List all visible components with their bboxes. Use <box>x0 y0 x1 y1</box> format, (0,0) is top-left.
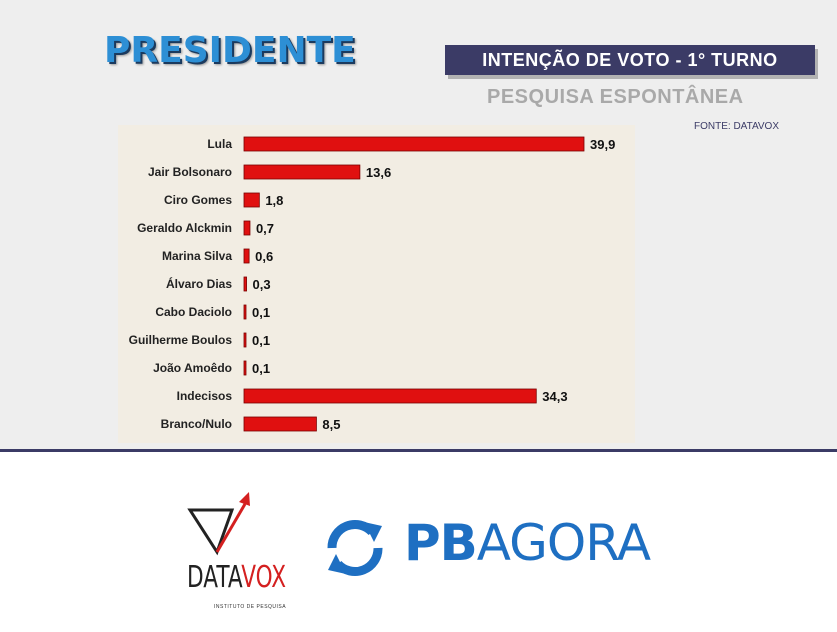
bar <box>243 332 247 348</box>
datavox-logo-mark <box>187 492 250 556</box>
data-label: 0,6 <box>255 249 273 264</box>
data-label: 39,9 <box>590 137 615 152</box>
refresh-icon <box>327 520 383 576</box>
subtitle: PESQUISA ESPONTÂNEA <box>487 86 744 108</box>
data-label: 34,3 <box>542 389 567 404</box>
pbagora-wordmark: PBAGORA <box>404 514 651 572</box>
category-label: Cabo Daciolo <box>155 305 232 319</box>
datavox-wordmark: DATAVOX <box>187 560 286 595</box>
chart-svg: Lula 39,9 Jair Bolsonaro 13,6 Ciro Gomes 1,8 G… <box>129 136 615 432</box>
data-label: 13,6 <box>366 165 391 180</box>
divider <box>0 449 837 452</box>
data-label: 0,1 <box>252 305 270 320</box>
data-label: 0,1 <box>252 333 270 348</box>
category-label: Geraldo Alckmin <box>137 221 232 235</box>
pbagora-name-b: AGORA <box>476 514 651 572</box>
category-label: Indecisos <box>177 389 233 403</box>
data-label: 0,3 <box>253 277 271 292</box>
category-label: Branco/Nulo <box>161 417 232 431</box>
category-label: Ciro Gomes <box>164 193 232 207</box>
bar <box>243 304 247 320</box>
bar <box>243 164 361 180</box>
logo-footer <box>0 452 837 632</box>
category-label: Jair Bolsonaro <box>148 165 232 179</box>
category-label: Lula <box>207 137 232 151</box>
bar <box>243 388 537 404</box>
pbagora-name-a: PB <box>404 514 478 572</box>
category-label: Álvaro Dias <box>166 276 232 291</box>
bar <box>243 136 585 152</box>
banner: INTENÇÃO DE VOTO - 1° TURNO <box>445 45 815 75</box>
bar-chart: Lula 39,9 Jair Bolsonaro 13,6 Ciro Gomes 1,8 G… <box>118 125 635 443</box>
page-title: PRESIDENTE <box>104 30 356 71</box>
datavox-name-a: DATA <box>187 560 242 595</box>
bar <box>243 248 250 264</box>
datavox-name-b: VOX <box>241 560 287 595</box>
data-label: 1,8 <box>265 193 283 208</box>
bar <box>243 276 247 292</box>
bar <box>243 416 317 432</box>
bar <box>243 192 260 208</box>
data-label: 0,7 <box>256 221 274 236</box>
datavox-tagline: INSTITUTO DE PESQUISA <box>214 604 287 610</box>
source-label: FONTE: DATAVOX <box>694 121 780 132</box>
bar <box>243 220 251 236</box>
data-label: 8,5 <box>322 417 340 432</box>
category-label: Marina Silva <box>162 249 232 263</box>
bar <box>243 360 247 376</box>
category-label: João Amoêdo <box>153 361 232 375</box>
data-label: 0,1 <box>252 361 270 376</box>
category-label: Guilherme Boulos <box>129 333 233 347</box>
